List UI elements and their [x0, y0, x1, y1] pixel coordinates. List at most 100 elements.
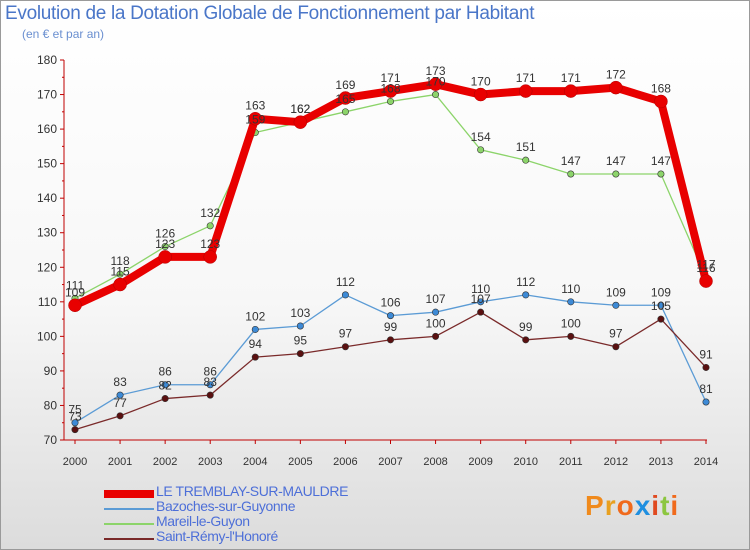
y-tick-label: 150: [37, 157, 57, 171]
data-label-le-tremblay-sur-mauldre: 171: [380, 71, 400, 85]
data-label-le-tremblay-sur-mauldre: 162: [290, 102, 310, 116]
logo-letter: o: [616, 490, 635, 521]
legend-swatch: [104, 538, 154, 540]
chart-title: Evolution de la Dotation Globale de Fonc…: [5, 3, 535, 24]
data-point-bazoches-sur-guyonne: [71, 419, 79, 427]
data-label-bazoches-sur-guyonne: 109: [651, 285, 671, 299]
y-tick-label: 110: [38, 295, 57, 309]
data-point-le-tremblay-sur-mauldre: [203, 250, 217, 264]
logo-letter: x: [634, 490, 652, 521]
data-label-bazoches-sur-guyonne: 102: [245, 309, 265, 323]
data-point-mareil-le-guyon: [386, 97, 394, 105]
x-tick-label: 2006: [333, 456, 357, 468]
legend-swatch: [104, 523, 154, 525]
y-tick-label: 170: [37, 88, 57, 102]
data-label-mareil-le-guyon: 168: [380, 81, 400, 95]
data-point-saint-remy-l-honore: [612, 343, 620, 351]
data-label-saint-remy-l-honore: 100: [561, 316, 581, 330]
y-tick-label: 80: [44, 398, 58, 412]
x-tick-label: 2013: [649, 456, 673, 468]
data-label-mareil-le-guyon: 162: [290, 102, 310, 116]
data-point-le-tremblay-sur-mauldre: [473, 87, 488, 102]
x-tick-label: 2001: [108, 456, 132, 468]
data-label-mareil-le-guyon: 165: [335, 92, 355, 106]
data-point-bazoches-sur-guyonne: [341, 291, 349, 299]
data-label-saint-remy-l-honore: 82: [158, 379, 172, 393]
x-tick-label: 2011: [559, 456, 583, 468]
y-tick-label: 140: [37, 191, 57, 205]
data-point-mareil-le-guyon: [432, 91, 440, 99]
chart-subtitle: (en € et par an): [22, 27, 105, 41]
data-label-le-tremblay-sur-mauldre: 109: [65, 285, 85, 299]
data-label-saint-remy-l-honore: 99: [384, 320, 398, 334]
x-tick-label: 2009: [468, 456, 492, 468]
data-label-mareil-le-guyon: 170: [426, 75, 446, 89]
series-line-mareil-le-guyon: [74, 93, 707, 300]
data-point-le-tremblay-sur-mauldre: [564, 84, 578, 98]
data-point-le-tremblay-sur-mauldre: [248, 111, 263, 126]
logo-letter: i: [651, 490, 661, 521]
data-point-le-tremblay-sur-mauldre: [158, 250, 172, 264]
data-label-saint-remy-l-honore: 83: [204, 375, 218, 389]
data-point-mareil-le-guyon: [206, 222, 214, 230]
data-point-mareil-le-guyon: [341, 108, 349, 116]
data-point-saint-remy-l-honore: [341, 343, 349, 351]
data-point-mareil-le-guyon: [567, 170, 575, 178]
data-label-saint-remy-l-honore: 97: [339, 327, 353, 341]
data-label-le-tremblay-sur-mauldre: 123: [200, 237, 220, 251]
legend-label: LE TREMBLAY-SUR-MAULDRE: [156, 483, 349, 499]
data-label-le-tremblay-sur-mauldre: 116: [696, 261, 715, 275]
data-point-mareil-le-guyon: [612, 170, 620, 178]
data-label-mareil-le-guyon: 111: [66, 278, 85, 292]
data-point-bazoches-sur-guyonne: [161, 381, 169, 389]
data-label-bazoches-sur-guyonne: 109: [606, 285, 626, 299]
data-point-bazoches-sur-guyonne: [296, 322, 304, 330]
data-point-bazoches-sur-guyonne: [612, 301, 620, 309]
series-line-le-tremblay-sur-mauldre: [71, 80, 710, 310]
data-point-bazoches-sur-guyonne: [116, 391, 124, 399]
data-point-bazoches-sur-guyonne: [386, 312, 394, 320]
y-tick-label: 160: [37, 122, 57, 136]
data-point-saint-remy-l-honore: [522, 336, 530, 344]
data-point-saint-remy-l-honore: [161, 395, 169, 403]
data-label-saint-remy-l-honore: 97: [609, 327, 623, 341]
x-tick-label: 2002: [153, 456, 177, 468]
data-label-le-tremblay-sur-mauldre: 173: [426, 64, 446, 78]
data-label-le-tremblay-sur-mauldre: 163: [245, 99, 265, 113]
legend-swatch: [104, 508, 154, 510]
data-point-saint-remy-l-honore: [432, 332, 440, 340]
y-tick-label: 70: [44, 433, 58, 447]
x-tick-label: 2003: [198, 456, 222, 468]
legend-swatch: [104, 490, 154, 498]
data-label-le-tremblay-sur-mauldre: 169: [335, 78, 355, 92]
data-label-bazoches-sur-guyonne: 83: [113, 375, 127, 389]
data-label-saint-remy-l-honore: 91: [699, 347, 713, 361]
data-point-le-tremblay-sur-mauldre: [293, 115, 308, 129]
logo-letter: i: [670, 490, 680, 521]
x-tick-label: 2007: [378, 456, 402, 468]
data-point-bazoches-sur-guyonne: [702, 398, 710, 406]
data-point-mareil-le-guyon: [522, 156, 530, 164]
legend-label: Saint-Rémy-l'Honoré: [156, 528, 278, 544]
data-label-mareil-le-guyon: 154: [471, 130, 491, 144]
data-label-bazoches-sur-guyonne: 106: [380, 296, 400, 310]
x-tick-label: 2004: [243, 456, 267, 468]
data-point-le-tremblay-sur-mauldre: [699, 274, 713, 288]
data-label-saint-remy-l-honore: 94: [249, 337, 263, 351]
data-point-le-tremblay-sur-mauldre: [654, 94, 668, 109]
legend-label: Mareil-le-Guyon: [156, 513, 250, 529]
y-tick-label: 130: [37, 226, 57, 240]
proxiti-logo: Proxiti: [585, 490, 679, 522]
x-tick-label: 2008: [423, 456, 447, 468]
data-point-bazoches-sur-guyonne: [206, 381, 214, 389]
data-point-saint-remy-l-honore: [251, 353, 259, 361]
data-label-saint-remy-l-honore: 95: [294, 334, 308, 348]
logo-letter: t: [660, 490, 671, 521]
data-label-bazoches-sur-guyonne: 86: [158, 365, 172, 379]
data-point-le-tremblay-sur-mauldre: [518, 84, 533, 98]
data-label-saint-remy-l-honore: 77: [113, 396, 127, 410]
data-point-bazoches-sur-guyonne: [657, 301, 665, 309]
data-label-le-tremblay-sur-mauldre: 171: [516, 71, 536, 85]
data-label-bazoches-sur-guyonne: 81: [699, 382, 713, 396]
data-point-bazoches-sur-guyonne: [251, 325, 259, 333]
